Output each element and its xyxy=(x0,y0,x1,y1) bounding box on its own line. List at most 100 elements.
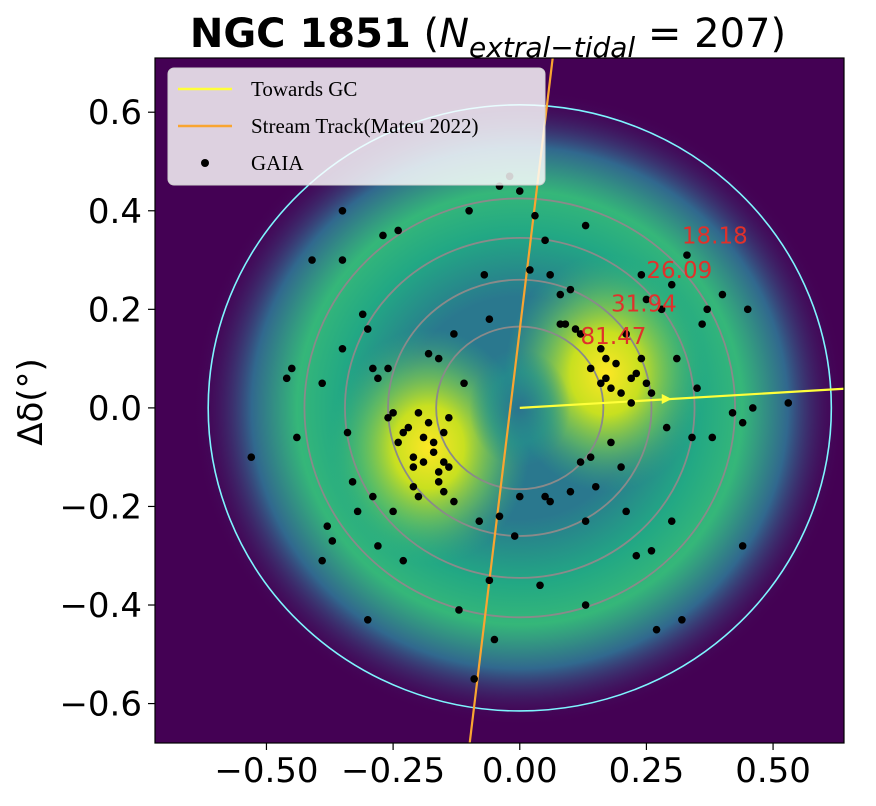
contour-rings xyxy=(207,104,833,712)
y-tick-label: 0.6 xyxy=(88,93,142,133)
gaia-point xyxy=(581,221,590,230)
gaia-point xyxy=(480,271,489,279)
gaia-point xyxy=(541,492,549,501)
gaia-point xyxy=(287,364,296,373)
y-tick-label: −0.2 xyxy=(59,487,142,527)
y-axis-label: Δδ(°) xyxy=(11,358,51,446)
gaia-point xyxy=(622,507,630,516)
gaia-point xyxy=(617,389,625,397)
title-subscript: extral−tidal xyxy=(469,31,635,64)
gaia-point xyxy=(652,625,661,634)
gaia-point xyxy=(450,497,458,506)
gaia-point xyxy=(708,433,717,442)
gaia-point xyxy=(409,482,418,491)
gaia-point xyxy=(419,458,428,466)
gaia-point xyxy=(389,507,397,516)
title-open: ( xyxy=(411,11,439,57)
gaia-point xyxy=(338,344,347,353)
gaia-point xyxy=(673,354,681,363)
gaia-point xyxy=(531,211,539,220)
gaia-point xyxy=(622,330,630,338)
legend-gaia-label: GAIA xyxy=(251,151,304,175)
gaia-point xyxy=(485,576,494,585)
gaia-point xyxy=(632,551,641,560)
gaia-point xyxy=(439,487,448,496)
gaia-point xyxy=(510,532,519,540)
gaia-point xyxy=(607,438,615,447)
gaia-point xyxy=(338,256,347,264)
gaia-point xyxy=(718,290,727,299)
gaia-point xyxy=(318,379,326,388)
gaia-point xyxy=(369,492,377,501)
legend-gaia-marker xyxy=(201,159,209,167)
gaia-point xyxy=(363,615,372,624)
gaia-point xyxy=(561,320,570,328)
x-tick-label: 0.00 xyxy=(482,751,558,791)
gaia-point xyxy=(738,418,747,427)
gaia-point xyxy=(743,305,752,314)
gaia-point xyxy=(475,517,484,526)
gaia-point xyxy=(308,256,316,264)
gaia-point xyxy=(597,344,605,353)
gaia-point xyxy=(515,492,524,501)
towards-gc-line xyxy=(519,387,844,409)
gaia-point xyxy=(419,433,428,442)
legend-box xyxy=(167,67,546,186)
gaia-point xyxy=(586,364,595,373)
title-main: NGC 1851 xyxy=(190,11,411,57)
gaia-point xyxy=(627,399,636,407)
gaia-point xyxy=(597,379,605,388)
gaia-point xyxy=(546,497,554,506)
gaia-point xyxy=(348,478,357,486)
gaia-point xyxy=(450,330,458,338)
gaia-point xyxy=(460,379,468,388)
gaia-point xyxy=(389,409,397,417)
gaia-point xyxy=(439,428,448,437)
gaia-point xyxy=(343,428,352,437)
gaia-point xyxy=(581,517,590,526)
gaia-point xyxy=(749,404,757,412)
gaia-point xyxy=(738,542,747,550)
gaia-point xyxy=(662,423,671,432)
gaia-point xyxy=(617,463,625,471)
gaia-point xyxy=(632,369,641,378)
y-tick-label: 0.4 xyxy=(88,192,142,232)
legend-towards-gc-label: Towards GC xyxy=(251,77,357,101)
gaia-point xyxy=(434,354,443,363)
gaia-point xyxy=(399,428,408,437)
y-tick-label: −0.6 xyxy=(59,685,142,725)
title-n-symbol: N xyxy=(439,11,469,57)
x-tick-label: −0.50 xyxy=(214,751,318,791)
towards-gc-arrowhead xyxy=(661,394,672,405)
x-tick-label: −0.25 xyxy=(341,751,445,791)
gaia-point xyxy=(536,581,544,590)
contour-labels: 81.47 31.94 26.09 18.18 xyxy=(581,223,748,350)
chart-title: NGC 1851 (Nextral−tidal = 207) xyxy=(190,11,786,64)
gaia-point xyxy=(627,374,636,383)
x-tick-label: 0.50 xyxy=(735,751,811,791)
gaia-point xyxy=(586,453,595,461)
gaia-point xyxy=(384,364,392,373)
gaia-point xyxy=(683,251,691,259)
gaia-point xyxy=(424,349,433,358)
gaia-point xyxy=(591,482,600,491)
contour-label: 26.09 xyxy=(646,258,712,284)
gaia-point xyxy=(404,423,413,432)
gaia-point xyxy=(485,315,494,323)
contour-label: 31.94 xyxy=(611,291,677,317)
y-tick-label: −0.4 xyxy=(59,586,142,626)
gaia-point xyxy=(647,389,656,397)
gaia-point xyxy=(612,359,620,368)
gaia-point xyxy=(455,606,463,614)
gaia-point xyxy=(667,517,676,526)
gaia-point xyxy=(465,206,473,215)
contour-ring xyxy=(387,278,653,537)
gaia-point xyxy=(445,463,453,471)
gaia-point xyxy=(642,379,651,388)
x-tick-label: 0.25 xyxy=(609,751,685,791)
contour-label: 81.47 xyxy=(581,324,647,350)
gaia-point xyxy=(637,271,646,279)
gaia-point xyxy=(495,512,504,521)
gaia-point xyxy=(318,556,326,565)
gaia-point xyxy=(566,487,575,496)
